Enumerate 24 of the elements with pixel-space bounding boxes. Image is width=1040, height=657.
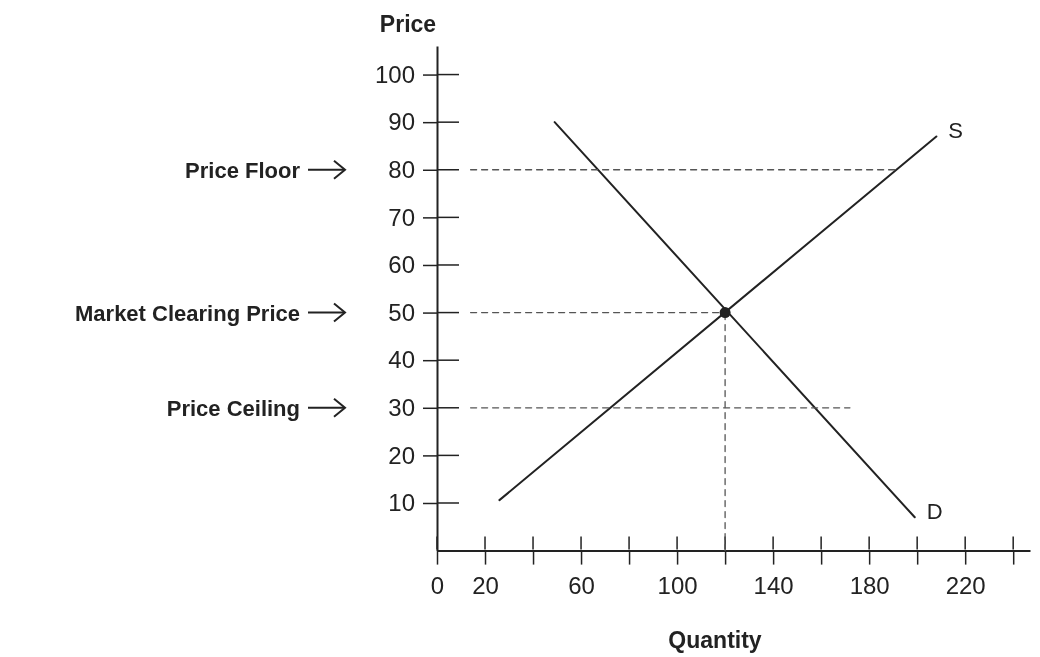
series-label: D	[926, 499, 943, 525]
y-tick-label: 30	[388, 393, 415, 421]
x-tick-label: 20	[472, 571, 499, 599]
y-tick-label: 60	[388, 251, 415, 279]
x-tick-label: 0	[430, 571, 445, 599]
x-tick-label: 220	[945, 571, 986, 599]
y-axis-title: Price	[379, 11, 437, 37]
y-tick-label: 20	[388, 441, 415, 469]
y-tick-label: 90	[388, 108, 415, 136]
y-tick-label: 100	[374, 60, 415, 88]
y-tick-label: 80	[388, 155, 415, 183]
y-tick-label: 70	[388, 203, 415, 231]
text: Price Floor	[185, 157, 301, 183]
x-tick-label: 140	[753, 571, 794, 599]
text: Price Ceiling	[166, 395, 300, 421]
x-tick-label: 60	[568, 571, 595, 599]
y-tick-label: 40	[388, 346, 415, 374]
x-tick-label: 100	[657, 571, 698, 599]
y-tick-label: 10	[388, 489, 415, 517]
y-tick-label: 50	[388, 298, 415, 326]
x-axis-title: Quantity	[668, 627, 762, 653]
text: Market Clearing Price	[75, 300, 300, 326]
series-label: S	[948, 118, 964, 144]
x-tick-label: 180	[849, 571, 890, 599]
